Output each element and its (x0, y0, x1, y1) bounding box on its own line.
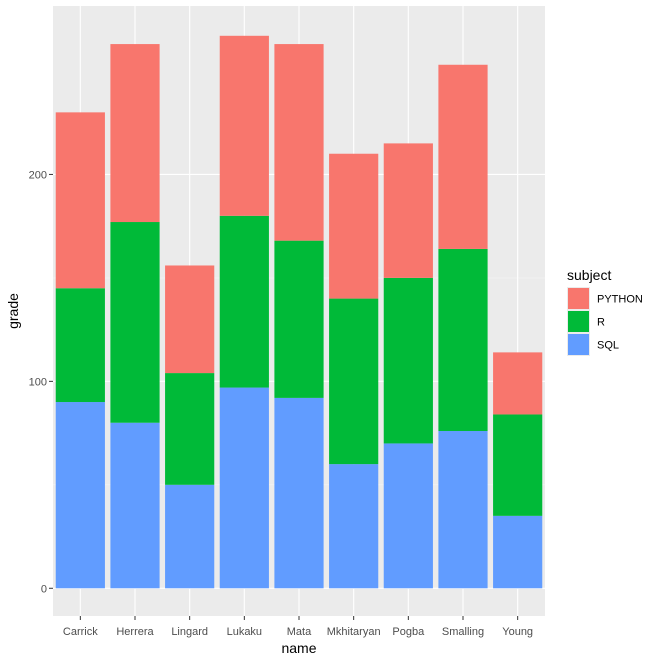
bar-segment (219, 215, 269, 388)
legend-swatch-python (568, 288, 589, 309)
x-tick-label: Lukaku (227, 626, 262, 638)
bar-segment (110, 44, 160, 223)
y-tick-label: 0 (41, 583, 47, 595)
x-tick-label: Carrick (63, 626, 98, 638)
bar-segment (438, 64, 488, 249)
bar-segment (329, 298, 379, 465)
bar-segment (110, 222, 160, 423)
legend-label-sql: SQL (597, 340, 619, 352)
x-tick-label: Young (502, 626, 533, 638)
bar-segment (274, 44, 324, 241)
y-tick-label: 100 (29, 376, 47, 388)
bar-segment (219, 35, 269, 216)
bar-segment (493, 515, 543, 589)
bar-segment (329, 153, 379, 299)
legend: subject PYTHON R SQL (567, 267, 643, 356)
bar-segment (274, 397, 324, 589)
x-axis: Carrick Herrera Lingard Lukaku Mata Mkhitarya… (63, 616, 533, 638)
bar-segment (329, 464, 379, 589)
bar-segment (219, 387, 269, 589)
bar-segment (493, 414, 543, 516)
legend-label-python: PYTHON (597, 294, 643, 306)
bar-segment (55, 402, 105, 589)
bar-segment (55, 112, 105, 289)
bar-segment (165, 484, 215, 589)
bar-segment (274, 240, 324, 398)
legend-swatch-r (568, 311, 589, 332)
bar-segment (110, 422, 160, 589)
y-axis: 0 100 200 (29, 169, 53, 595)
bar-segment (493, 352, 543, 415)
legend-swatch-sql (568, 334, 589, 355)
bar-segment (383, 443, 433, 589)
bar-segment (438, 431, 488, 589)
x-tick-label: Lingard (171, 626, 208, 638)
y-axis-title: grade (5, 293, 21, 329)
legend-label-r: R (597, 317, 605, 329)
bars (55, 35, 543, 589)
bar-segment (165, 265, 215, 374)
y-tick-label: 200 (29, 169, 47, 181)
x-tick-label: Smalling (442, 626, 484, 638)
bar-segment (165, 373, 215, 485)
bar-segment (438, 248, 488, 432)
x-tick-label: Herrera (116, 626, 154, 638)
x-axis-title: name (281, 640, 316, 656)
x-tick-label: Pogba (392, 626, 425, 638)
bar-segment (55, 288, 105, 403)
x-tick-label: Mata (287, 626, 312, 638)
x-tick-label: Mkhitaryan (327, 626, 381, 638)
legend-title: subject (567, 267, 611, 283)
bar-segment (383, 277, 433, 444)
bar-segment (383, 143, 433, 278)
